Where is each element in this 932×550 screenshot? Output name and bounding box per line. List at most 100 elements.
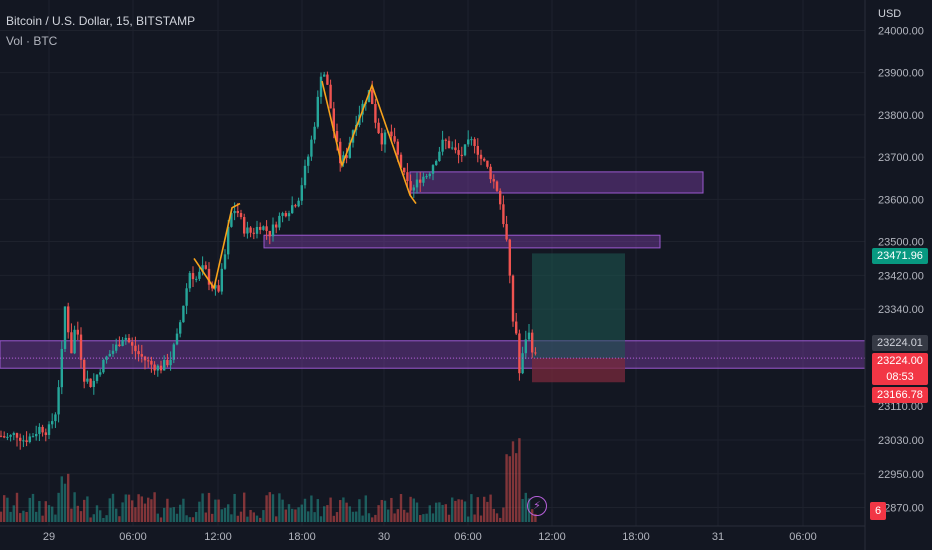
volume-bar xyxy=(412,498,415,522)
volume-bar xyxy=(399,494,403,522)
volume-bar xyxy=(483,496,486,522)
volume-bar xyxy=(441,504,444,522)
volume-bar xyxy=(342,497,345,522)
candle-body xyxy=(524,339,527,354)
candle-body xyxy=(438,151,441,162)
candle-body xyxy=(60,348,63,388)
volume-bar xyxy=(163,507,166,522)
volume-bar xyxy=(390,497,393,522)
candle-body xyxy=(447,140,451,149)
candle-body xyxy=(41,426,44,433)
candle-body xyxy=(326,74,329,85)
lightning-icon[interactable]: ⚡ xyxy=(527,496,547,516)
volume-bar xyxy=(92,514,95,522)
candle-body xyxy=(332,108,335,132)
volume-bar xyxy=(150,499,153,522)
price-tick-label: 23110.00 xyxy=(878,401,923,413)
candle-body xyxy=(207,268,211,285)
volume-bar xyxy=(70,508,73,522)
volume-bar xyxy=(140,496,143,522)
volume-bar xyxy=(111,493,115,522)
candle-body xyxy=(441,139,444,152)
candle-body xyxy=(451,147,454,149)
volume-bar xyxy=(89,517,92,522)
candle-body xyxy=(323,74,326,77)
volume-bar xyxy=(364,495,367,522)
candle-body xyxy=(419,179,422,183)
candle-body xyxy=(486,160,489,167)
volume-bar xyxy=(505,454,508,522)
candle-body xyxy=(185,288,188,306)
candle-body xyxy=(467,139,470,145)
volume-bar xyxy=(447,514,451,522)
volume-label[interactable]: Vol · BTC xyxy=(6,34,58,48)
volume-bar xyxy=(220,509,223,522)
candle-body xyxy=(399,154,403,168)
volume-bar xyxy=(332,515,335,522)
candle-body xyxy=(182,305,185,323)
candle-body xyxy=(319,76,323,97)
time-tick-label: 29 xyxy=(43,531,55,543)
candle-body xyxy=(383,132,387,145)
symbol-title[interactable]: Bitcoin / U.S. Dollar, 15, BITSTAMP xyxy=(6,14,196,28)
currency-label[interactable]: USD xyxy=(878,8,902,20)
volume-bar xyxy=(47,505,51,522)
candle-body xyxy=(188,273,191,289)
candle-body xyxy=(489,166,492,180)
volume-bar xyxy=(259,517,262,522)
candle-body xyxy=(99,372,102,375)
candle-body xyxy=(278,215,281,228)
candle-body xyxy=(300,185,303,201)
candle-body xyxy=(108,353,111,357)
volume-bar xyxy=(403,509,406,522)
candle-body xyxy=(115,344,118,351)
alert-count-badge[interactable]: 6 xyxy=(870,502,886,520)
candle-body xyxy=(367,90,371,103)
candle-body xyxy=(156,365,159,371)
volume-bar xyxy=(31,493,35,522)
candle-body xyxy=(291,205,294,214)
volume-bar xyxy=(489,494,492,522)
price-tick-label: 23600.00 xyxy=(878,194,924,206)
volume-bar xyxy=(243,492,246,522)
candle-body xyxy=(348,142,351,158)
candle-body xyxy=(335,131,339,142)
volume-bar xyxy=(12,505,15,522)
candle-body xyxy=(204,265,207,269)
price-tick-label: 23700.00 xyxy=(878,152,924,164)
time-tick-label: 18:00 xyxy=(288,531,316,543)
time-tick-label: 30 xyxy=(378,531,390,543)
volume-bar xyxy=(406,512,409,522)
candle-body xyxy=(12,433,15,435)
candle-body xyxy=(105,356,108,360)
volume-bar xyxy=(188,517,191,522)
price-tick-label: 23900.00 xyxy=(878,68,924,80)
candle-body xyxy=(111,350,115,354)
candle-body xyxy=(428,173,431,177)
volume-bar xyxy=(51,506,54,522)
candle-body xyxy=(175,333,179,345)
volume-bar xyxy=(377,505,380,522)
volume-bar xyxy=(214,499,217,522)
candle-body xyxy=(316,96,319,127)
volume-bar xyxy=(300,504,303,522)
volume-bar xyxy=(473,514,476,522)
candle-body xyxy=(492,179,495,182)
candle-body xyxy=(220,268,223,292)
candle-body xyxy=(508,239,511,276)
volume-bar xyxy=(201,493,204,522)
candle-body xyxy=(214,285,217,289)
candle-body xyxy=(57,387,60,415)
volume-bar xyxy=(358,499,361,522)
volume-bar xyxy=(515,453,518,522)
price-tick-label: 22870.00 xyxy=(878,503,924,515)
volume-bar xyxy=(236,515,239,522)
volume-bar xyxy=(374,514,377,522)
candle-body xyxy=(63,306,67,349)
supply-demand-zone xyxy=(263,234,661,249)
candle-body xyxy=(310,139,313,157)
candle-body xyxy=(415,179,419,188)
candle-body xyxy=(444,139,447,141)
volume-bar xyxy=(227,504,230,522)
